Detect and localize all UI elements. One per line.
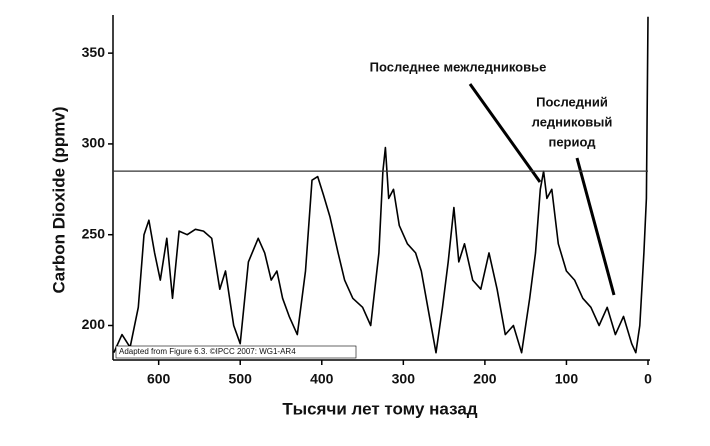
annotation: период	[548, 134, 596, 149]
y-tick-label: 250	[82, 225, 106, 241]
data-line	[113, 16, 649, 354]
x-tick-label: 500	[229, 371, 253, 387]
credit-box	[115, 345, 357, 359]
y-tick-label: 350	[82, 44, 106, 60]
annotation: Последний	[536, 94, 608, 109]
annotation-arrow	[468, 83, 542, 183]
y-axis-label: Carbon Dioxide (ppmv)	[49, 106, 68, 293]
y-tick-label: 200	[82, 316, 106, 332]
x-tick-label: 600	[147, 371, 171, 387]
annotation: Последнее межледниковье	[370, 59, 547, 74]
credit: Adapted from Figure 6.3. ©IPCC 2007: WG1…	[119, 347, 296, 356]
x-tick-label: 100	[555, 371, 579, 387]
annotation: ледниковый	[532, 114, 613, 129]
x-tick-label: 0	[644, 371, 652, 387]
x-tick-label: 400	[310, 371, 334, 387]
x-tick-label: 200	[473, 371, 497, 387]
annotation-arrow	[575, 157, 616, 296]
x-tick-label: 300	[392, 371, 416, 387]
x-axis-label: Тысячи лет тому назад	[282, 399, 477, 418]
y-tick-label: 300	[82, 135, 106, 151]
